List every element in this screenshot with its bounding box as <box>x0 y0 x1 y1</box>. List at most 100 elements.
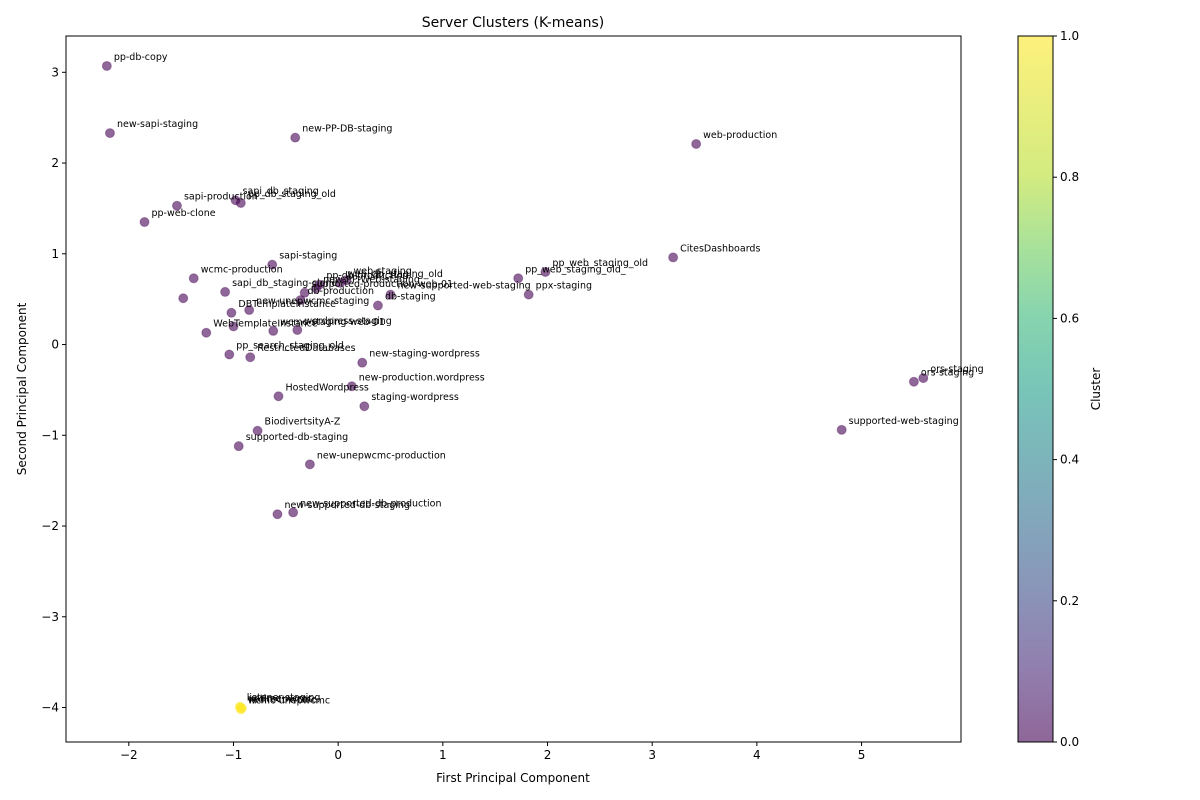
point-label: ors-staging <box>930 364 983 375</box>
y-tick-label: −2 <box>41 519 59 533</box>
colorbar-tick-label: 1.0 <box>1060 29 1079 43</box>
point-label: web_db_staging_old <box>347 269 443 280</box>
data-point <box>385 289 396 300</box>
point-label: pp_web_staging_old_ <box>525 264 626 275</box>
data-point <box>226 307 237 318</box>
point-label: ors-staging <box>921 368 974 379</box>
data-point <box>178 293 189 304</box>
data-point <box>304 459 315 470</box>
y-axis: −4 −3 −2 −1 0 1 2 3 <box>41 65 66 715</box>
y-tick-label: −4 <box>41 701 59 715</box>
data-point <box>235 197 246 208</box>
y-tick-label: 1 <box>51 247 59 261</box>
point-label: new-sapi-staging <box>117 119 198 130</box>
x-tick-label: −1 <box>225 748 243 762</box>
x-tick-label: 3 <box>648 748 656 762</box>
colorbar-frame <box>1017 35 1054 743</box>
x-tick-label: 5 <box>858 748 866 762</box>
x-axis-label: First Principal Component <box>436 771 590 785</box>
point-label: pp-db-copy <box>114 52 168 63</box>
point-label: listener-staging <box>247 693 321 704</box>
point-label: supported-web-staging <box>849 416 959 427</box>
point-label: RestrictedDatabases <box>257 343 355 354</box>
data-point <box>288 507 299 518</box>
point-label: new-supported-web-staging <box>398 281 531 292</box>
data-point <box>372 300 383 311</box>
data-point <box>523 289 534 300</box>
data-point <box>104 128 115 139</box>
data-point <box>224 349 235 360</box>
point-label: new-supported-db-staging <box>284 500 410 511</box>
point-label: db-staging <box>385 292 436 303</box>
data-point <box>268 325 279 336</box>
x-tick-label: −2 <box>120 748 138 762</box>
data-point <box>295 295 306 306</box>
data-point <box>359 401 370 412</box>
point-label: supported-db-staging <box>246 432 348 443</box>
data-point <box>292 325 303 336</box>
colorbar-tick-label: 0.0 <box>1060 735 1079 749</box>
point-label: new-unepwcmc-staging <box>256 296 369 307</box>
y-tick-label: 0 <box>51 338 59 352</box>
point-label: web-production <box>703 130 777 141</box>
data-point <box>235 704 246 715</box>
data-point <box>908 376 919 387</box>
x-tick-label: 0 <box>334 748 342 762</box>
data-point <box>346 381 357 392</box>
point-label: sapi_db_staging <box>243 186 319 197</box>
data-point <box>290 132 301 143</box>
plot-frame <box>65 35 962 743</box>
x-tick-label: 2 <box>544 748 552 762</box>
y-tick-label: 2 <box>51 156 59 170</box>
data-point <box>513 273 524 284</box>
y-axis-label: Second Principal Component <box>15 302 29 475</box>
data-point <box>540 266 551 277</box>
point-label: new-supported-db-production <box>300 498 441 509</box>
point-label: supported-production-web-01 <box>312 279 453 290</box>
point-label: staging-wordpress <box>371 392 459 403</box>
data-point <box>836 424 847 435</box>
data-point <box>188 273 199 284</box>
point-label: WebTemplateInstance <box>213 319 318 330</box>
colorbar-tick-label: 0.4 <box>1060 453 1079 467</box>
colorbar-ticks: 0.0 0.2 0.4 0.6 0.8 1.0 <box>1053 29 1079 749</box>
data-point <box>273 391 284 402</box>
point-label: ppx-staging <box>536 281 592 292</box>
data-point <box>201 327 212 338</box>
data-point <box>299 287 310 298</box>
plot-area: pp-db-copy new-sapi-staging new-PP-DB-stag… <box>101 52 984 715</box>
point-label: pp-web-clone <box>152 208 216 219</box>
data-point <box>228 321 239 332</box>
data-point <box>918 373 929 384</box>
point-label: wcmc-production <box>201 264 283 275</box>
x-tick-label: 4 <box>753 748 761 762</box>
data-point <box>252 425 263 436</box>
chart-title: Server Clusters (K-means) <box>422 15 604 31</box>
colorbar-gradient <box>1018 36 1053 742</box>
colorbar-tick-label: 0.2 <box>1060 594 1079 608</box>
x-axis: −2 −1 0 1 2 3 4 5 <box>120 742 865 762</box>
data-point <box>357 357 368 368</box>
y-tick-label: −1 <box>41 428 59 442</box>
point-label: pp_search_staging_old <box>236 341 344 352</box>
point-label: new-PP-DB-staging <box>302 124 392 135</box>
data-point <box>233 441 244 452</box>
data-point <box>335 277 346 288</box>
colorbar-tick-label: 0.6 <box>1060 311 1079 325</box>
data-point <box>668 252 679 263</box>
point-label: wordpress-staging <box>304 316 391 327</box>
data-point <box>171 200 182 211</box>
point-label: pp_web_staging_old <box>552 258 648 269</box>
data-point <box>139 217 150 228</box>
data-point <box>311 283 322 294</box>
point-label: new-unepwcmc-production <box>317 450 446 461</box>
point-label: new-production.wordpress <box>359 372 485 383</box>
data-point <box>220 286 231 297</box>
point-label: web-staging <box>354 266 412 277</box>
point-label: new-staging-wordpress <box>369 349 480 360</box>
point-label: wcmc-unepwcmc <box>248 695 330 706</box>
data-point <box>691 138 702 149</box>
y-tick-label: −3 <box>41 610 59 624</box>
colorbar-tick-label: 0.8 <box>1060 170 1079 184</box>
